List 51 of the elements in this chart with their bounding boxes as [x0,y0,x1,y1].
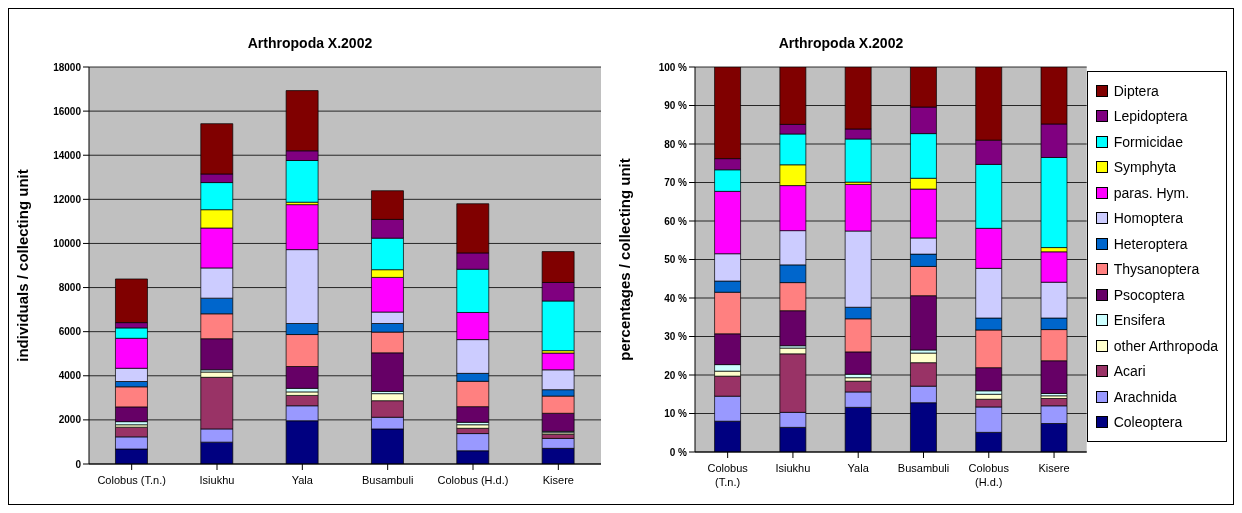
x-tick-label: Colobus (T.n.) [707,462,749,488]
legend-label: Heteroptera [1113,235,1188,252]
legend-label: Arachnida [1113,388,1177,405]
x-tick-label: Busambuli [361,474,414,486]
legend-label: Formicidae [1113,133,1183,150]
x-tick-label: Colobus (T.n.) [97,474,166,486]
y-tick-label: 16000 [53,105,82,117]
y-axis-title: individuals / collecting unit [14,169,32,362]
x-tick-label: Isiukhu [199,474,235,486]
y-tick-label: 6000 [58,326,82,338]
x-tick-label: Kisere [542,474,574,486]
legend-label: Ensifera [1113,312,1166,329]
legend-label: Psocoptera [1113,286,1185,303]
y-tick-label: 14000 [53,149,82,161]
y-tick-label: 10000 [53,237,82,249]
x-tick-label: Yala [847,462,870,474]
y-axis-title: percentages / collecting unit [616,158,634,361]
legend-label: Coleoptera [1113,414,1183,431]
y-tick-label: 20 % [664,369,688,381]
chart-title: Arthropoda X.2002 [246,35,374,51]
chart-title: Arthropoda X.2002 [777,35,905,51]
y-tick-label: 10 % [664,408,688,420]
legend-label: Thysanoptera [1113,261,1200,278]
y-tick-label: 0 % [669,446,688,458]
legend-label: Lepidoptera [1113,108,1188,125]
x-tick-label: Busambuli [897,462,950,474]
y-tick-label: 90 % [664,100,688,112]
legend-label: other Arthropoda [1113,337,1218,354]
y-tick-label: 60 % [664,215,688,227]
x-tick-label: Colobus (H.d.) [437,474,509,486]
legend-label: Acari [1113,363,1146,380]
y-tick-label: 0 [75,458,82,470]
y-tick-label: 8000 [58,282,82,294]
y-tick-label: 80 % [664,138,688,150]
y-tick-label: 30 % [664,331,688,343]
y-tick-label: 40 % [664,292,688,304]
legend-label: paras. Hym. [1113,184,1190,201]
x-tick-label: Colobus (H.d.) [968,462,1010,488]
legend-label: Symphyta [1113,159,1176,176]
y-tick-label: 2000 [58,414,82,426]
y-tick-label: 4000 [58,370,82,382]
y-tick-label: 100 % [658,61,688,73]
y-tick-label: 18000 [53,61,82,73]
y-tick-label: 50 % [664,254,688,266]
x-tick-label: Kisere [1038,462,1070,474]
x-tick-label: Isiukhu [775,462,811,474]
legend-label: Diptera [1113,82,1159,99]
y-tick-label: 70 % [664,177,688,189]
legend-label: Homoptera [1113,210,1183,227]
x-tick-label: Yala [291,474,314,486]
y-tick-label: 12000 [53,193,82,205]
